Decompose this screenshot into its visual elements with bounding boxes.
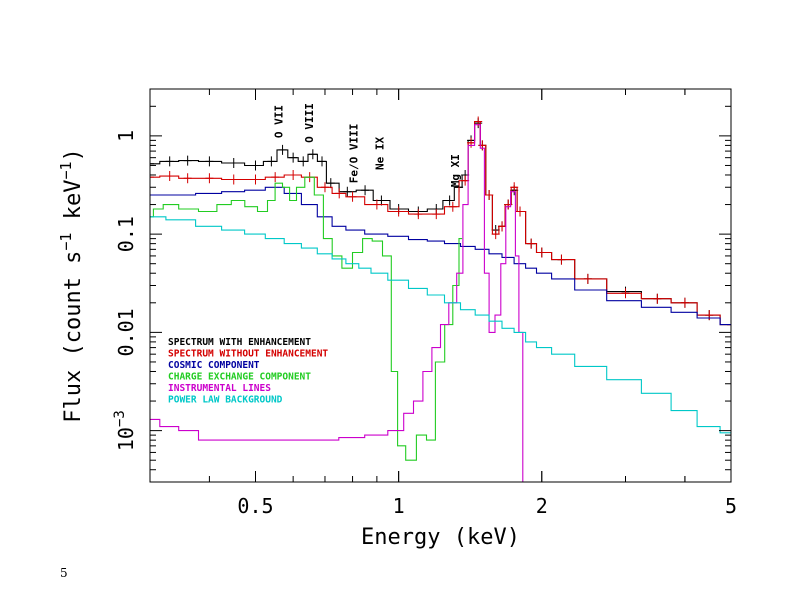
data-point	[445, 195, 454, 206]
x-tick-label: 2	[536, 494, 548, 518]
data-point	[343, 186, 352, 197]
plot-frame	[149, 88, 732, 483]
data-point	[308, 149, 317, 160]
data-point	[377, 195, 386, 206]
data-point	[527, 238, 536, 249]
y-tick-label: 1	[114, 130, 138, 142]
data-point	[183, 173, 192, 184]
data-point	[414, 209, 423, 220]
series-power-law-background	[150, 216, 731, 434]
legend-entry: COSMIC COMPONENT	[168, 360, 260, 371]
series-line	[150, 186, 731, 326]
data-point	[289, 152, 298, 163]
data-point	[289, 169, 298, 180]
data-point	[516, 206, 525, 217]
emission-line-label: O VIII	[303, 103, 316, 143]
legend-entry: POWER LAW BACKGROUND	[168, 395, 283, 406]
x-tick-label: 0.5	[237, 494, 273, 518]
data-point	[326, 178, 335, 189]
data-point	[372, 199, 381, 210]
data-point	[299, 156, 308, 167]
legend-entry: CHARGE EXCHANGE COMPONENT	[168, 372, 311, 383]
emission-line-labels: O VII O VIII Fe/O VIII Ne IX Mg XI	[273, 103, 463, 187]
axis-tick-labels: 0.5 1 2 5 1 0.1 0.01 10−3	[112, 130, 737, 518]
data-point	[557, 254, 566, 265]
data-point	[150, 172, 154, 183]
data-point	[537, 247, 546, 258]
page-number: 5	[60, 566, 68, 580]
series-line	[150, 124, 524, 482]
data-point	[267, 156, 276, 167]
y-tick-label: 10−3	[112, 410, 138, 451]
series-spectrum-with-enhancement	[150, 118, 731, 330]
data-point	[271, 172, 280, 183]
emission-line-label: Ne IX	[374, 136, 387, 169]
data-point	[165, 156, 174, 167]
series-charge-exchange-component	[150, 176, 463, 461]
data-point	[680, 297, 689, 308]
data-point	[705, 310, 714, 321]
data-point	[229, 174, 238, 185]
data-point	[150, 158, 154, 169]
data-point	[653, 293, 662, 304]
emission-line-label: Mg XI	[449, 154, 462, 187]
data-point	[205, 173, 214, 184]
data-point	[491, 229, 500, 240]
series-cosmic-component	[150, 186, 731, 326]
series-line	[150, 122, 731, 326]
data-point	[335, 188, 344, 199]
emission-line-label: O VII	[273, 105, 286, 138]
data-point	[485, 190, 494, 201]
data-point	[448, 201, 457, 212]
data-point	[478, 140, 487, 151]
legend-entry: SPECTRUM WITH ENHANCEMENT	[168, 337, 311, 348]
x-tick-label: 1	[393, 494, 405, 518]
data-point	[621, 288, 630, 299]
x-axis-title: Energy (keV)	[361, 525, 520, 550]
data-point	[165, 171, 174, 182]
series-line	[150, 176, 463, 461]
y-tick-label: 0.1	[114, 216, 138, 252]
x-tick-label: 5	[725, 494, 737, 518]
data-point	[278, 144, 287, 155]
data-point	[251, 174, 260, 185]
data-point	[320, 182, 329, 193]
series-spectrum-without-enhancement	[150, 116, 731, 330]
data-point	[229, 157, 238, 168]
data-point	[205, 156, 214, 167]
data-point	[498, 221, 507, 232]
series-line	[150, 120, 731, 326]
data-point	[583, 273, 592, 284]
data-point	[348, 191, 357, 202]
series-instrumental-lines	[150, 124, 524, 482]
data-point	[467, 137, 476, 148]
data-point	[510, 182, 519, 193]
data-point	[432, 209, 441, 220]
axis-ticks	[149, 88, 732, 483]
data-point	[361, 185, 370, 196]
data-point	[183, 155, 192, 166]
series-line	[150, 216, 731, 434]
plot-area	[150, 116, 731, 482]
legend-entry: SPECTRUM WITHOUT ENHANCEMENT	[168, 349, 328, 360]
data-point	[318, 156, 327, 167]
emission-line-label: Fe/O VIII	[348, 124, 361, 184]
legend-entry: INSTRUMENTAL LINES	[168, 383, 271, 394]
y-axis-title: Flux (count s−1 keV−1)	[57, 148, 86, 423]
data-point	[394, 206, 403, 217]
data-point	[251, 160, 260, 171]
y-tick-label: 0.01	[114, 308, 138, 356]
